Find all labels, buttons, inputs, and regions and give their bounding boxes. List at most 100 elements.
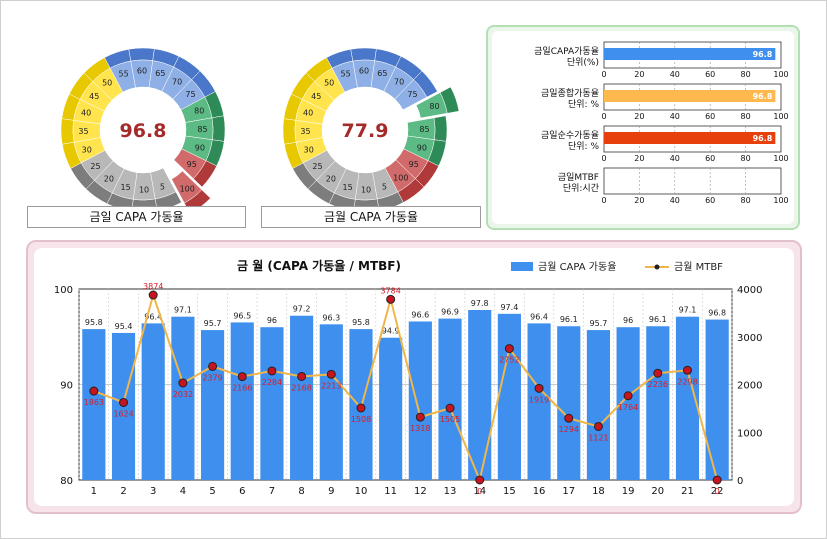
capa-bar-label: 96.9 [441,308,459,317]
hbar-tick-label: 20 [634,196,644,205]
monthly-capa-mtbf-chart: 금 월 (CAPA 가동율 / MTBF) 금월 CAPA 가동율 금월 MTBF 1… [54,258,763,497]
mtbf-point-label: 0 [715,487,720,496]
capa-bar [200,330,225,480]
hbar-tick-label: 100 [773,112,788,121]
mtbf-point-label: 1764 [618,403,638,412]
hbar-tick-label: 0 [601,154,606,163]
mtbf-point-label: 0 [477,487,482,496]
gauge-tick-label: 25 [90,162,100,171]
x-tick-label: 4 [180,486,186,497]
gauge-tick-label: 95 [187,160,197,169]
mtbf-point [415,412,425,422]
gauge-tick-label: 15 [121,183,131,192]
gauge-tick-label: 100 [393,174,408,183]
gauge-tick-label: 50 [324,78,334,87]
gauge-tick-label: 20 [326,175,336,184]
gauge-segment [128,47,155,88]
y-right-tick-label: 0 [737,476,743,487]
legend-bar-label: 금월 CAPA 가동율 [538,261,616,273]
hbar-tick-label: 20 [634,154,644,163]
gauge-tick-label: 75 [185,90,195,99]
mtbf-point [564,413,574,423]
gauge-segment [171,170,211,210]
mtbf-point [119,397,129,407]
hbar-tick-label: 0 [601,70,606,79]
hbar-tick-label: 100 [773,196,788,205]
mtbf-point-label: 1318 [410,424,430,433]
mtbf-point [356,403,366,413]
hbar-tick-label: 100 [773,154,788,163]
mtbf-point-label: 3784 [380,286,400,295]
y-left-tick-label: 90 [60,381,73,392]
x-tick-label: 9 [328,486,334,497]
mtbf-point-label: 1508 [351,415,371,424]
y-right-tick-label: 3000 [737,333,762,344]
gauge-tick-label: 40 [303,109,313,118]
x-tick-label: 6 [239,486,245,497]
gauge-tick-label: 65 [377,69,387,78]
mtbf-point-label: 1294 [559,425,579,434]
capa-bar-label: 96.4 [530,312,548,321]
mtbf-point-label: 2379 [202,373,222,382]
x-tick-label: 2 [120,486,126,497]
legend-line-label: 금월 MTBF [674,261,723,273]
x-tick-label: 1 [91,486,97,497]
gauge-segment [180,91,225,123]
capa-bar-label: 96.1 [560,315,578,324]
mtbf-point [178,378,188,388]
hbar-tick-label: 60 [705,196,715,205]
x-tick-label: 18 [592,486,605,497]
mtbf-point-label: 2213 [321,381,341,390]
hbar-bar [604,48,776,60]
capa-bar [141,323,165,480]
gauge-value: 77.9 [342,120,389,142]
mtbf-point-label: 2752 [499,356,519,365]
gauge-tick-label: 55 [341,70,351,79]
gauge-tick-label: 45 [89,92,99,101]
gauge-tick-label: 90 [195,143,205,152]
x-tick-label: 3 [150,486,156,497]
gauge-segment [131,172,158,210]
gauge-tick-label: 5 [382,182,387,191]
gauge-segment [173,148,218,188]
capa-bar-label: 97.1 [679,306,697,315]
mtbf-point-label: 1121 [588,433,608,442]
hbar-label: 금일순수가동율 [541,130,599,141]
hbar-tick-label: 60 [705,70,715,79]
hbar-tick-label: 40 [670,112,680,121]
capa-bar-label: 95.8 [85,318,103,327]
gauge-tick-label: 70 [394,77,404,86]
capa-bar-label: 97.1 [174,306,192,315]
hbar-tick-label: 80 [741,154,751,163]
capa-bar-label: 95.7 [590,319,608,328]
x-tick-label: 10 [355,486,368,497]
gauge-tick-label: 65 [155,69,165,78]
capa-bar [586,330,611,480]
mtbf-point-label: 2168 [291,383,311,392]
hbar-tick-label: 40 [670,196,680,205]
gauge-segment [415,86,460,119]
x-tick-label: 22 [711,486,724,497]
capa-bar-label: 97.4 [500,303,518,312]
gauge-tick-label: 85 [419,125,429,134]
gauge-tick-label: 35 [300,127,310,136]
gauge-segment [407,115,448,142]
hbar-label: 금일CAPA가동율 [534,46,599,57]
capa-bar [171,316,195,480]
mtbf-point [653,368,663,378]
capa-bar-label: 97.2 [293,305,311,314]
gauge-tick-label: 80 [429,102,439,111]
gauge-tick-label: 75 [407,90,417,99]
hbar-tick-label: 80 [741,70,751,79]
mtbf-point [593,421,603,431]
mtbf-line [93,291,719,484]
capa-bar [497,313,521,480]
x-tick-label: 17 [562,486,575,497]
mtbf-point [326,369,336,379]
x-tick-label: 21 [681,486,694,497]
x-tick-label: 15 [503,486,516,497]
mtbf-point [237,372,247,382]
